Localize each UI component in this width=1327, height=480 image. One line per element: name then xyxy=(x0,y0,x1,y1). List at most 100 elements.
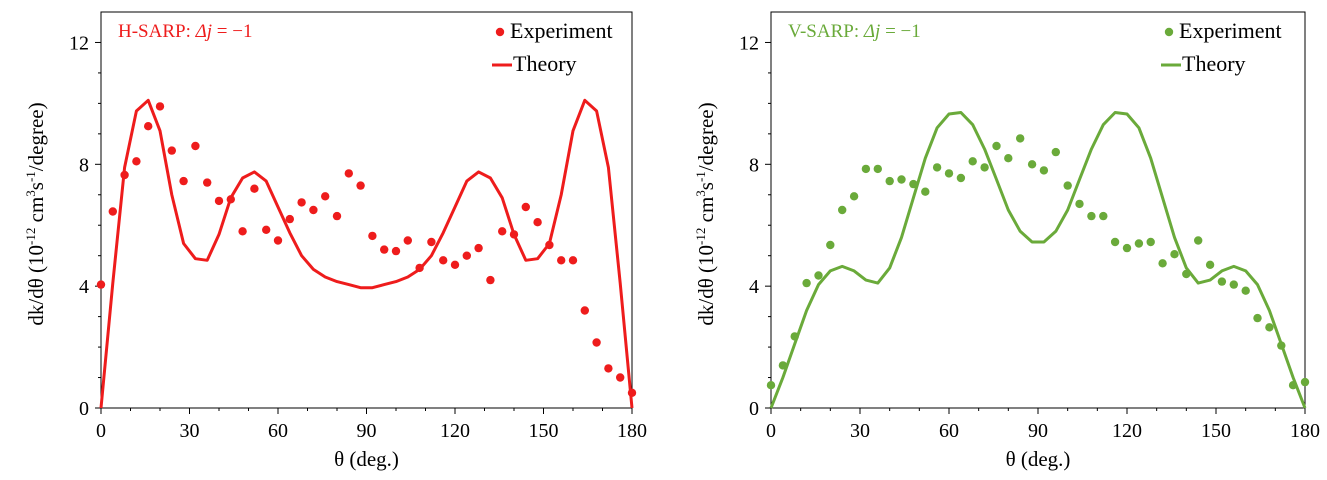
chart1-experiment-point xyxy=(226,195,235,204)
chart2-experiment-point xyxy=(1205,260,1215,269)
chart1-experiment-point xyxy=(627,388,637,397)
chart1-x-tick-label: 0 xyxy=(96,420,106,442)
chart2-experiment-point xyxy=(826,240,835,250)
chart1-theory-line xyxy=(99,98,634,409)
chart2-experiment-point xyxy=(814,271,823,280)
chart2-experiment-point xyxy=(1241,286,1250,295)
chart2-legend-label: Experiment xyxy=(1179,18,1282,43)
chart1-x-tick-label: 120 xyxy=(440,420,470,442)
chart1-experiment-point xyxy=(179,176,188,186)
chart1-experiment-point xyxy=(450,260,460,269)
chart1-experiment-point xyxy=(309,205,318,215)
chart1-experiment-point xyxy=(368,231,377,241)
chart1-x-axis-label: θ (deg.) xyxy=(334,447,399,471)
chart2-experiment-point xyxy=(790,332,799,341)
chart1-experiment-point xyxy=(238,227,247,236)
chart2-y-axis-label: dk/dθ (10-12 cm3s-1/degree) xyxy=(693,102,718,325)
chart2-x-tick-label: 120 xyxy=(1112,420,1142,442)
chart2-experiment-point xyxy=(1229,280,1239,289)
chart2-experiment-point xyxy=(1217,277,1227,286)
chart1-x-tick-label: 150 xyxy=(529,420,559,442)
chart2-experiment-point xyxy=(849,192,859,201)
chart1-experiment-point xyxy=(167,146,176,155)
chart2-experiment-point xyxy=(838,205,847,215)
chart2-legend: Experiment Theory xyxy=(1161,18,1282,76)
chart1-experiment-point xyxy=(568,256,578,265)
chart1-experiment-point xyxy=(144,122,153,131)
chart1-experiment-point xyxy=(191,141,200,151)
chart2-experiment-point xyxy=(1027,160,1037,169)
chart2-experiment-point xyxy=(861,164,871,174)
chart1-y-tick-label: 12 xyxy=(69,32,89,54)
chart2-legend-label: Theory xyxy=(1182,51,1246,76)
chart2-experiment-point xyxy=(873,164,882,174)
chart1-experiment-point xyxy=(580,306,589,315)
chart1-experiment-point xyxy=(297,198,306,207)
chart2-y-tick-label: 12 xyxy=(739,32,759,54)
chart1-experiment-point xyxy=(509,230,519,239)
chart1-annotation: H-SARP: Δj = −1 xyxy=(118,21,252,42)
chart2-experiment-point xyxy=(1063,181,1072,190)
chart2-y-tick-label: 4 xyxy=(749,276,759,298)
chart1-x-tick-label: 90 xyxy=(357,420,377,442)
chart1-experiment-point xyxy=(214,196,224,206)
chart2-experiment-point xyxy=(944,169,954,178)
chart1-y-tick-label: 0 xyxy=(79,398,89,420)
chart1-experiment-point xyxy=(498,227,507,236)
chart2-experiment-point xyxy=(1288,381,1298,390)
chart1-experiment-point xyxy=(592,338,601,347)
chart2-x-tick-label: 0 xyxy=(766,420,776,442)
chart2-legend-marker-experiment xyxy=(1164,27,1174,37)
chart2-experiment-point xyxy=(1170,250,1179,259)
chart2-experiment-point xyxy=(1099,211,1108,221)
chart2-experiment-point xyxy=(921,187,930,196)
chart1-x-tick-label: 180 xyxy=(617,420,647,442)
chart1-experiment-point xyxy=(285,214,294,224)
chart1: 0 30 60 90 120 150 180 0 4 8 12 θ (deg.) dk/dθ (10-1… xyxy=(23,11,647,471)
chart1-experiment-point xyxy=(356,181,365,190)
chart1-experiment-point xyxy=(462,251,471,260)
chart2-y-tick-label: 0 xyxy=(749,398,759,420)
chart1-experiment-point xyxy=(332,211,342,221)
chart1-experiment-point xyxy=(415,263,424,273)
chart1-experiment-point xyxy=(120,170,129,180)
chart2-x-tick-label: 30 xyxy=(850,420,870,442)
chart2-experiment-point xyxy=(1146,237,1155,247)
chart2-experiment-point xyxy=(980,163,989,172)
chart2-experiment-point xyxy=(1253,313,1262,323)
chart2-experiment-point xyxy=(1158,259,1167,268)
chart1-legend-label: Theory xyxy=(513,51,577,76)
chart2-experiment-point xyxy=(1182,269,1191,279)
chart1-experiment-point xyxy=(439,256,448,265)
chart2-experiment-point xyxy=(1134,239,1144,248)
chart1-experiment-point xyxy=(427,237,436,247)
chart1-experiment-point xyxy=(521,202,530,212)
chart1-y-tick-label: 4 xyxy=(79,276,89,298)
chart1-experiment-point xyxy=(604,364,613,373)
chart1-experiment-point xyxy=(403,236,412,245)
chart1-legend-marker-experiment xyxy=(495,27,505,37)
chart2-experiment-point xyxy=(778,361,788,370)
chart1-experiment-point xyxy=(155,102,165,111)
chart1-experiment-point xyxy=(391,246,401,256)
chart2-annotation: V-SARP: Δj = −1 xyxy=(788,21,921,42)
chart2-experiment-point xyxy=(1277,341,1286,350)
chart2-x-tick-label: 180 xyxy=(1290,420,1320,442)
chart1-experiment-point xyxy=(108,207,118,216)
chart1-legend: Experiment Theory xyxy=(492,18,613,76)
chart2-experiment-point xyxy=(885,176,894,186)
chart2-experiment-point xyxy=(909,179,918,189)
chart2-experiment-point xyxy=(802,278,811,288)
chart2-experiment-point xyxy=(1004,154,1013,163)
chart2-x-tick-label: 90 xyxy=(1028,420,1048,442)
chart2-experiment-point xyxy=(968,157,977,166)
chart1-experiment-point xyxy=(132,157,141,166)
chart2-experiment-point xyxy=(1087,211,1096,221)
chart2-x-axis-label: θ (deg.) xyxy=(1006,447,1071,471)
chart1-experiment-point xyxy=(474,243,483,253)
chart1-experiment-point xyxy=(380,245,389,254)
chart2-y-tick-label: 8 xyxy=(749,154,759,176)
chart2: 0 30 60 90 120 150 180 0 4 8 12 θ (deg.) dk/dθ (10-1… xyxy=(693,11,1320,471)
chart1-experiment-point xyxy=(250,184,259,193)
